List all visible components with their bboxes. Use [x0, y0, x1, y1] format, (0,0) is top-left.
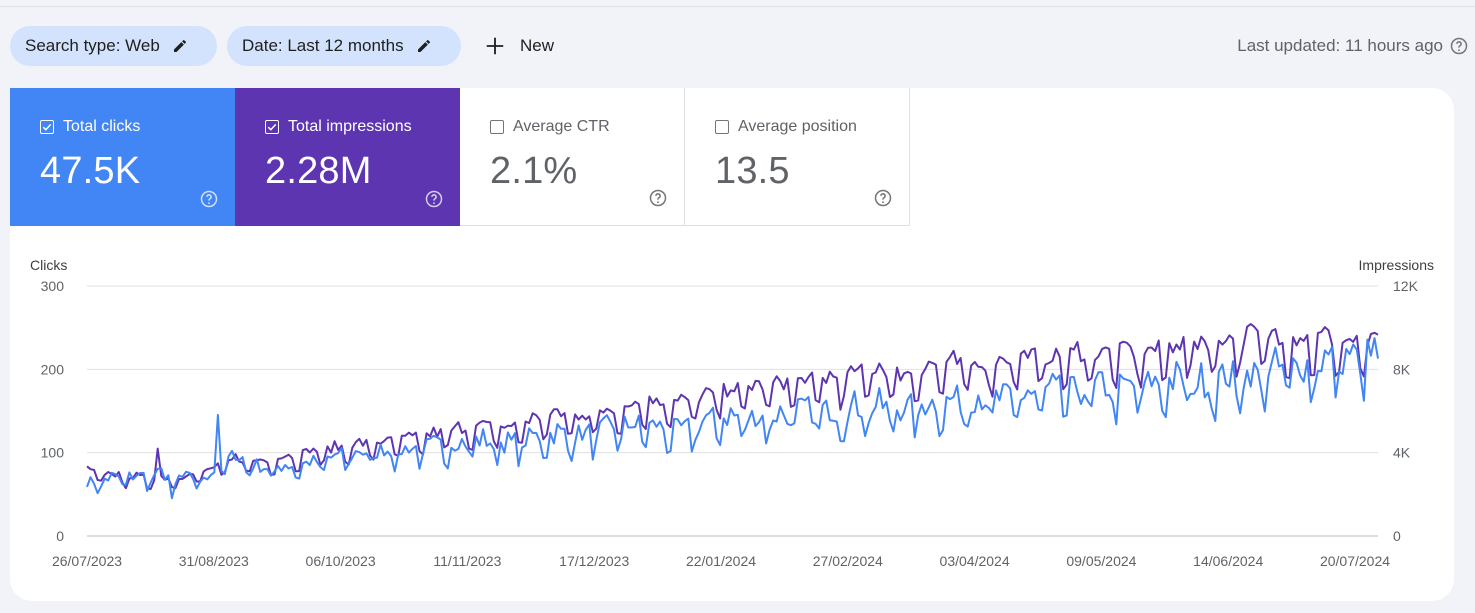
- x-tick-label: 26/07/2023: [52, 553, 122, 569]
- search-type-label: Search type: Web: [25, 36, 160, 55]
- x-tick-label: 14/06/2024: [1193, 553, 1263, 569]
- series-line-impressions: [86, 323, 1379, 490]
- x-tick-label: 20/07/2024: [1320, 553, 1390, 569]
- series-line-clicks: [86, 337, 1379, 500]
- metric-value: 13.5: [715, 150, 790, 192]
- metric-label: Total clicks: [63, 118, 141, 135]
- last-updated: Last updated: 11 hours ago: [1237, 26, 1469, 66]
- pencil-icon: [172, 38, 188, 54]
- left-axis-title: Clicks: [30, 257, 67, 273]
- help-circle-icon[interactable]: [199, 189, 219, 209]
- x-tick-label: 03/04/2024: [940, 553, 1010, 569]
- last-updated-text: Last updated: 11 hours ago: [1237, 36, 1443, 55]
- y-tick-label-right: 8K: [1393, 361, 1411, 377]
- top-divider: [0, 6, 1475, 7]
- metric-tile-total-clicks[interactable]: Total clicks 47.5K: [10, 88, 235, 226]
- performance-chart[interactable]: 0 0 100 4K 200 8K 300 12K Clicks Impressions 26/07…: [10, 88, 1454, 601]
- search-type-chip[interactable]: Search type: Web: [10, 26, 217, 66]
- new-filter-label: New: [520, 36, 555, 55]
- x-tick-label: 06/10/2023: [306, 553, 376, 569]
- metric-value: 2.28M: [265, 150, 372, 192]
- metric-tile-average-position[interactable]: Average position 13.5: [685, 88, 910, 226]
- date-range-chip[interactable]: Date: Last 12 months: [227, 26, 461, 66]
- metric-label: Average position: [738, 118, 857, 135]
- checkbox-checked-icon[interactable]: [265, 120, 279, 134]
- filter-bar: Search type: Web Date: Last 12 months Ne…: [10, 26, 1475, 66]
- metric-tile-total-impressions[interactable]: Total impressions 2.28M: [235, 88, 460, 226]
- pencil-icon: [416, 38, 432, 54]
- help-circle-icon[interactable]: [1449, 36, 1469, 56]
- y-tick-label-left: 200: [41, 361, 65, 377]
- x-tick-label: 31/08/2023: [179, 553, 249, 569]
- y-tick-label-right: 4K: [1393, 445, 1411, 461]
- metric-tile-average-ctr[interactable]: Average CTR 2.1%: [460, 88, 685, 226]
- metric-label: Total impressions: [288, 118, 412, 135]
- checkbox-unchecked-icon[interactable]: [715, 120, 729, 134]
- date-range-label: Date: Last 12 months: [242, 36, 404, 55]
- x-tick-label: 09/05/2024: [1066, 553, 1136, 569]
- help-circle-icon[interactable]: [873, 188, 893, 208]
- help-circle-icon[interactable]: [424, 189, 444, 209]
- x-tick-label: 17/12/2023: [559, 553, 629, 569]
- x-tick-label: 22/01/2024: [686, 553, 756, 569]
- y-tick-label-right: 0: [1393, 528, 1401, 544]
- help-circle-icon[interactable]: [648, 188, 668, 208]
- y-tick-label-left: 300: [41, 278, 65, 294]
- right-axis-title: Impressions: [1359, 257, 1434, 273]
- metric-value: 47.5K: [40, 150, 141, 192]
- metric-value: 2.1%: [490, 150, 578, 192]
- checkbox-checked-icon[interactable]: [40, 120, 54, 134]
- new-filter-button[interactable]: New: [484, 26, 554, 66]
- x-tick-label: 27/02/2024: [813, 553, 883, 569]
- performance-card: Total clicks 47.5K Total impressions 2.2…: [10, 88, 1454, 601]
- checkbox-unchecked-icon[interactable]: [490, 120, 504, 134]
- x-tick-label: 11/11/2023: [433, 553, 501, 569]
- y-tick-label-right: 12K: [1393, 278, 1419, 294]
- plus-icon: [484, 35, 506, 57]
- metric-tiles: Total clicks 47.5K Total impressions 2.2…: [10, 88, 910, 226]
- y-tick-label-left: 100: [41, 445, 65, 461]
- metric-label: Average CTR: [513, 118, 610, 135]
- y-tick-label-left: 0: [56, 528, 64, 544]
